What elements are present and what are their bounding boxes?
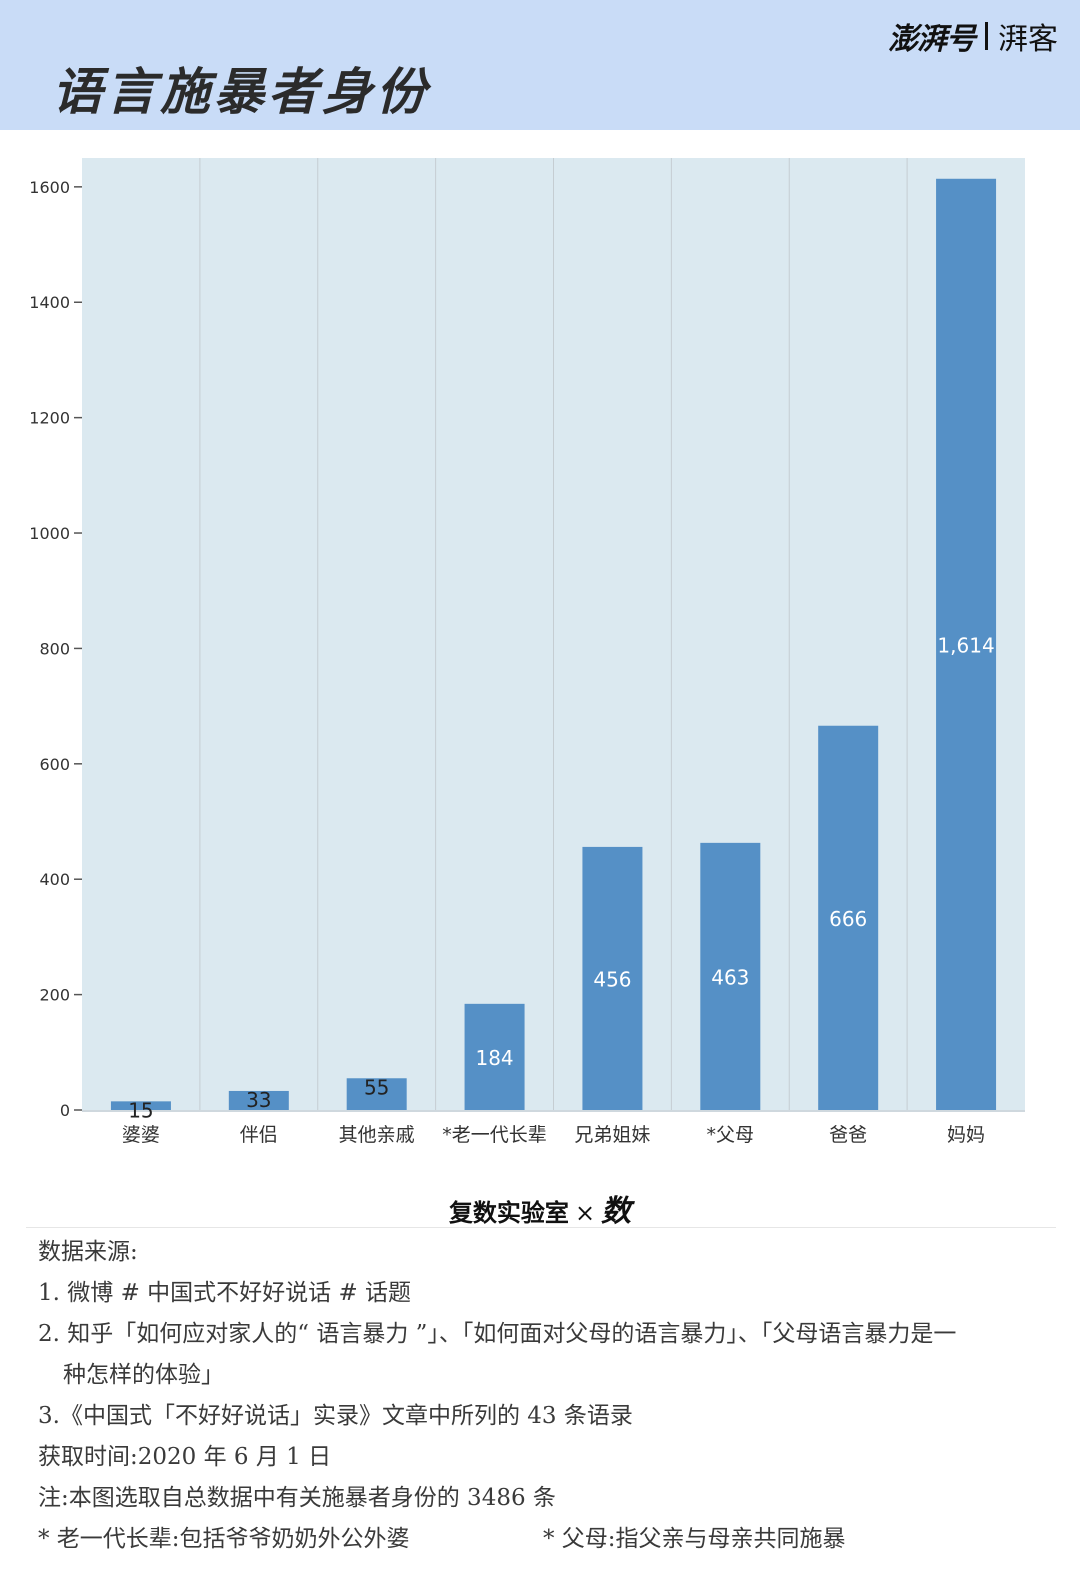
y-tick-label: 1000 xyxy=(29,524,70,543)
footnotes: * 老一代长辈:包括爷爷奶奶外公外婆 * 父母:指父亲与母亲共同施暴 xyxy=(38,1519,1048,1560)
brand-logo: 澎湃号 湃客 xyxy=(888,14,1058,58)
brand-divider xyxy=(985,22,988,50)
brand-primary: 澎湃号 xyxy=(888,22,976,57)
notes-section: 数据来源: 1. 微博 # 中国式不好好说话 # 话题 2. 知乎「如何应对家人… xyxy=(38,1232,1048,1560)
credit-line: 复数实验室 × 数 xyxy=(0,1186,1080,1230)
credit-times: × xyxy=(574,1199,596,1227)
x-tick-label: 婆婆 xyxy=(122,1124,160,1146)
x-tick-label: *父母 xyxy=(707,1124,755,1146)
x-tick-label: 妈妈 xyxy=(947,1124,985,1146)
y-tick-label: 0 xyxy=(60,1101,70,1120)
bar xyxy=(346,1078,407,1110)
bar xyxy=(700,842,761,1110)
y-tick-label: 1400 xyxy=(29,293,70,312)
source-title: 数据来源: xyxy=(38,1239,138,1265)
bar xyxy=(464,1003,525,1110)
footnote-elders: * 老一代长辈:包括爷爷奶奶外公外婆 xyxy=(38,1526,410,1552)
bar-data-label: 456 xyxy=(593,967,631,991)
bar xyxy=(582,846,643,1110)
credit-left: 复数实验室 xyxy=(448,1198,569,1227)
footnote-parents: * 父母:指父亲与母亲共同施暴 xyxy=(543,1526,846,1552)
source-item-1: 1. 微博 # 中国式不好好说话 # 话题 xyxy=(38,1280,412,1306)
bar xyxy=(228,1090,289,1110)
bar-data-label: 15 xyxy=(128,1098,153,1122)
y-tick-label: 600 xyxy=(39,755,70,774)
credit-right-logo: 数 xyxy=(601,1194,632,1229)
y-tick-label: 1200 xyxy=(29,409,70,428)
bar xyxy=(818,725,879,1110)
bar-chart: 0 200 400 600 800 1000 1200 1400 1600 15 婆婆 33 伴侣 55 其… xyxy=(0,130,1080,1170)
header-banner: 语言施暴者身份 澎湃号 湃客 xyxy=(0,0,1080,130)
x-tick-label: *老一代长辈 xyxy=(442,1124,547,1146)
bar-data-label: 463 xyxy=(711,965,749,989)
bar xyxy=(936,178,997,1111)
bar-data-label: 184 xyxy=(475,1046,513,1070)
y-tick-label: 800 xyxy=(39,639,70,658)
bar-data-label: 33 xyxy=(246,1088,271,1112)
bar xyxy=(110,1101,171,1110)
note: 注:本图选取自总数据中有关施暴者身份的 3486 条 xyxy=(38,1485,556,1511)
bar-data-label: 55 xyxy=(364,1075,389,1099)
brand-secondary: 湃客 xyxy=(998,22,1058,57)
retrieval-time: 获取时间:2020 年 6 月 1 日 xyxy=(38,1444,332,1470)
y-tick-label: 200 xyxy=(39,986,70,1005)
source-item-2b: 种怎样的体验」 xyxy=(63,1362,224,1388)
divider xyxy=(26,1227,1056,1228)
chart-title: 语言施暴者身份 xyxy=(52,62,430,121)
x-tick-label: 兄弟姐妹 xyxy=(574,1124,650,1146)
y-tick-label: 400 xyxy=(39,870,70,889)
y-tick-label: 1600 xyxy=(29,178,70,197)
source-item-2a: 2. 知乎「如何应对家人的“ 语言暴力 ”」、「如何面对父母的语言暴力」、「父母… xyxy=(38,1321,957,1347)
x-tick-label: 其他亲戚 xyxy=(339,1124,415,1146)
x-tick-label: 爸爸 xyxy=(829,1124,867,1146)
source-item-3: 3.《中国式「不好好说话」实录》文章中所列的 43 条语录 xyxy=(38,1403,633,1429)
bar-data-label: 1,614 xyxy=(937,633,994,657)
x-tick-label: 伴侣 xyxy=(240,1124,278,1146)
bar-data-label: 666 xyxy=(829,907,867,931)
